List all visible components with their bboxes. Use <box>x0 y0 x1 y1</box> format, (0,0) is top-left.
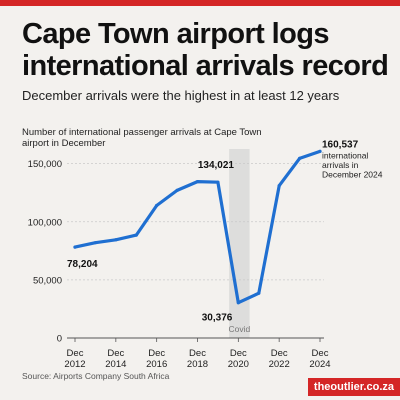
y-tick-label: 50,000 <box>33 275 62 286</box>
x-tick-label-month: Dec <box>67 348 84 359</box>
x-tick-label-month: Dec <box>230 348 247 359</box>
data-point <box>216 180 220 184</box>
data-point <box>93 241 98 245</box>
data-point <box>195 180 200 184</box>
top-accent-bar <box>0 0 400 6</box>
label-2024: 160,537 <box>322 139 359 150</box>
data-point <box>257 291 261 295</box>
y-tick-label: 100,000 <box>28 217 62 228</box>
data-point <box>318 149 322 153</box>
label-2020: 30,376 <box>202 313 233 324</box>
label-2024-note: December 2024 <box>322 169 383 179</box>
y-tick-label: 150,000 <box>28 159 62 170</box>
data-point <box>175 188 179 192</box>
x-tick-label-year: 2020 <box>228 359 249 370</box>
data-point <box>297 156 302 160</box>
x-tick-label-month: Dec <box>312 348 329 359</box>
chart-subtitle: December arrivals were the highest in at… <box>22 88 340 103</box>
data-point <box>236 301 240 305</box>
y-axis-title: Number of international passenger arriva… <box>22 127 262 149</box>
x-tick-label-month: Dec <box>189 348 206 359</box>
x-tick-label-year: 2016 <box>146 359 167 370</box>
brand-logo[interactable]: theoutlier.co.za <box>307 378 400 396</box>
label-2012: 78,204 <box>67 259 98 270</box>
covid-band-label: Covid <box>228 324 250 334</box>
covid-band <box>229 149 250 338</box>
x-tick-label-month: Dec <box>148 348 165 359</box>
x-tick-label-year: 2012 <box>64 359 85 370</box>
x-tick-label-month: Dec <box>107 348 124 359</box>
data-point <box>114 238 118 242</box>
data-point <box>73 245 77 249</box>
x-tick-label-year: 2018 <box>187 359 208 370</box>
label-2024-note: international <box>322 150 368 160</box>
label-2019: 134,021 <box>198 160 235 171</box>
y-tick-label: 0 <box>57 334 62 345</box>
source-note: Source: Airports Company South Africa <box>22 371 170 381</box>
label-2024-note: arrivals in <box>322 160 359 170</box>
data-point <box>277 184 281 188</box>
x-tick-label-year: 2014 <box>105 359 126 370</box>
chart-title: Cape Town airport logs international arr… <box>22 18 389 82</box>
x-tick-label-year: 2022 <box>269 359 290 370</box>
data-point <box>155 203 159 208</box>
x-tick-label-year: 2024 <box>309 359 330 370</box>
x-tick-label-month: Dec <box>271 348 288 359</box>
data-point <box>134 233 138 237</box>
